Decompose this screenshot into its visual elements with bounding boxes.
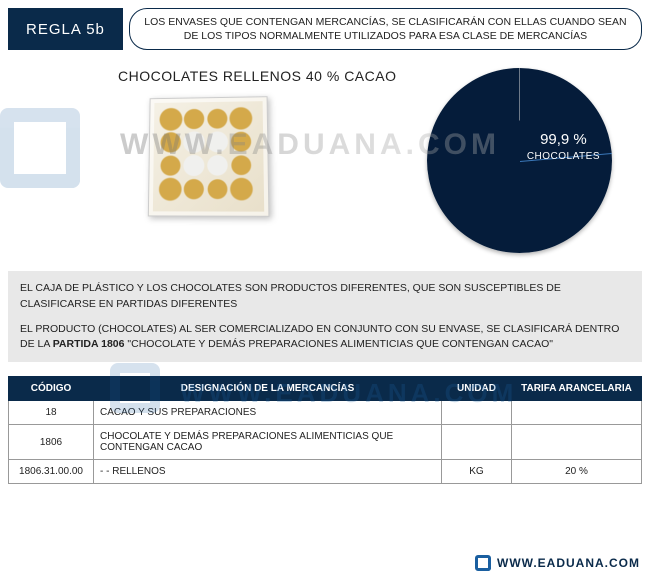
- th-code: CÓDIGO: [9, 377, 94, 401]
- td-unit: KG: [442, 460, 512, 484]
- product-title: CHOCOLATES RELLENOS 40 % CACAO: [118, 68, 396, 84]
- tariff-table: CÓDIGO DESIGNACIÓN DE LA MERCANCÍAS UNID…: [8, 376, 642, 484]
- explanation-p2-post: "CHOCOLATE Y DEMÁS PREPARACIONES ALIMENT…: [124, 338, 553, 350]
- table-row: 18 CACAO Y SUS PREPARACIONES: [9, 401, 642, 425]
- td-code: 1806: [9, 425, 94, 460]
- th-tariff: TARIFA ARANCELARIA: [512, 377, 642, 401]
- pie-label: 99,9 % CHOCOLATES: [527, 130, 600, 163]
- table-header-row: CÓDIGO DESIGNACIÓN DE LA MERCANCÍAS UNID…: [9, 377, 642, 401]
- product-and-chart-area: CHOCOLATES RELLENOS 40 % CACAO 99,9 % CH…: [8, 68, 642, 263]
- td-code: 1806.31.00.00: [9, 460, 94, 484]
- rule-badge: REGLA 5b: [8, 8, 123, 50]
- td-desc: CHOCOLATE Y DEMÁS PREPARACIONES ALIMENTI…: [94, 425, 442, 460]
- header-row: REGLA 5b LOS ENVASES QUE CONTENGAN MERCA…: [8, 8, 642, 50]
- product-photo: [148, 97, 270, 218]
- td-unit: [442, 401, 512, 425]
- watermark-logo-icon: [110, 363, 160, 413]
- table-row: 1806.31.00.00 - - RELLENOS KG 20 %: [9, 460, 642, 484]
- rule-description: LOS ENVASES QUE CONTENGAN MERCANCÍAS, SE…: [129, 8, 642, 50]
- td-unit: [442, 425, 512, 460]
- th-unit: UNIDAD: [442, 377, 512, 401]
- explanation-p2: EL PRODUCTO (CHOCOLATES) AL SER COMERCIA…: [20, 322, 630, 352]
- td-tariff: [512, 425, 642, 460]
- td-tariff: 20 %: [512, 460, 642, 484]
- table-row: 1806 CHOCOLATE Y DEMÁS PREPARACIONES ALI…: [9, 425, 642, 460]
- pie-chart: 99,9 % CHOCOLATES: [427, 68, 612, 253]
- pie-caption: CHOCOLATES: [527, 150, 600, 163]
- td-tariff: [512, 401, 642, 425]
- explanation-p1: EL CAJA DE PLÁSTICO Y LOS CHOCOLATES SON…: [20, 281, 630, 311]
- footer-site: WWW.EADUANA.COM: [497, 556, 640, 570]
- pie-percentage: 99,9 %: [527, 130, 600, 150]
- td-code: 18: [9, 401, 94, 425]
- explanation-p2-bold: PARTIDA 1806: [53, 338, 125, 350]
- td-desc: - - RELLENOS: [94, 460, 442, 484]
- explanation-box: EL CAJA DE PLÁSTICO Y LOS CHOCOLATES SON…: [8, 271, 642, 362]
